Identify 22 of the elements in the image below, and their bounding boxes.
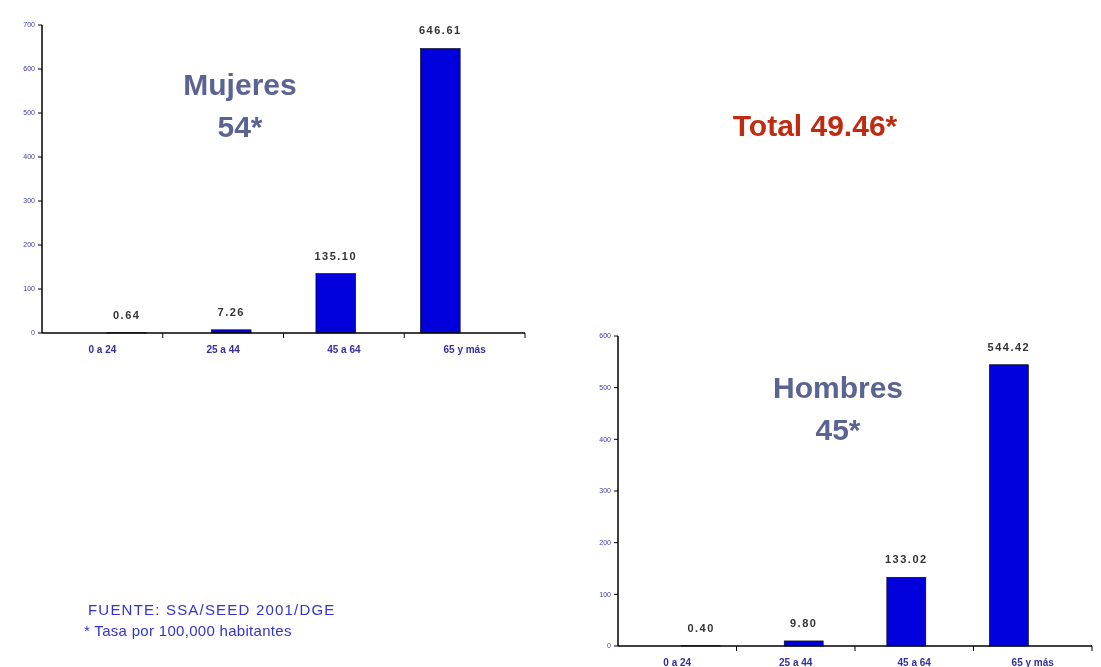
x-tick-label: 45 a 64 (897, 657, 932, 667)
x-tick-label: 65 y más (443, 344, 487, 355)
data-label: 646.61 (418, 24, 462, 37)
text: 45* (815, 413, 861, 446)
text: Total 49.46* (732, 109, 898, 142)
data-label: 0.64 (112, 308, 141, 321)
source-note: FUENTE: SSA/SEED 2001/DGE (88, 601, 336, 618)
data-label: 133.02 (884, 553, 928, 566)
x-tick-label: 45 a 64 (327, 344, 361, 355)
text: 54* (217, 110, 263, 143)
data-label: 7.26 (217, 305, 245, 318)
data-label: 0.40 (687, 621, 715, 634)
x-tick-label: 0 a 24 (663, 657, 692, 667)
data-label: 9.80 (789, 616, 818, 629)
text: Mujeres (183, 68, 297, 101)
data-label: 544.42 (987, 340, 1031, 353)
x-tick-label: 25 a 44 (779, 657, 813, 667)
x-tick-label: 25 a 44 (206, 344, 241, 355)
text: Hombres (772, 371, 904, 404)
data-label: 135.10 (314, 249, 358, 262)
text: * Tasa por 100,000 habitantes (84, 622, 292, 639)
x-tick-label: 0 a 24 (88, 344, 117, 355)
